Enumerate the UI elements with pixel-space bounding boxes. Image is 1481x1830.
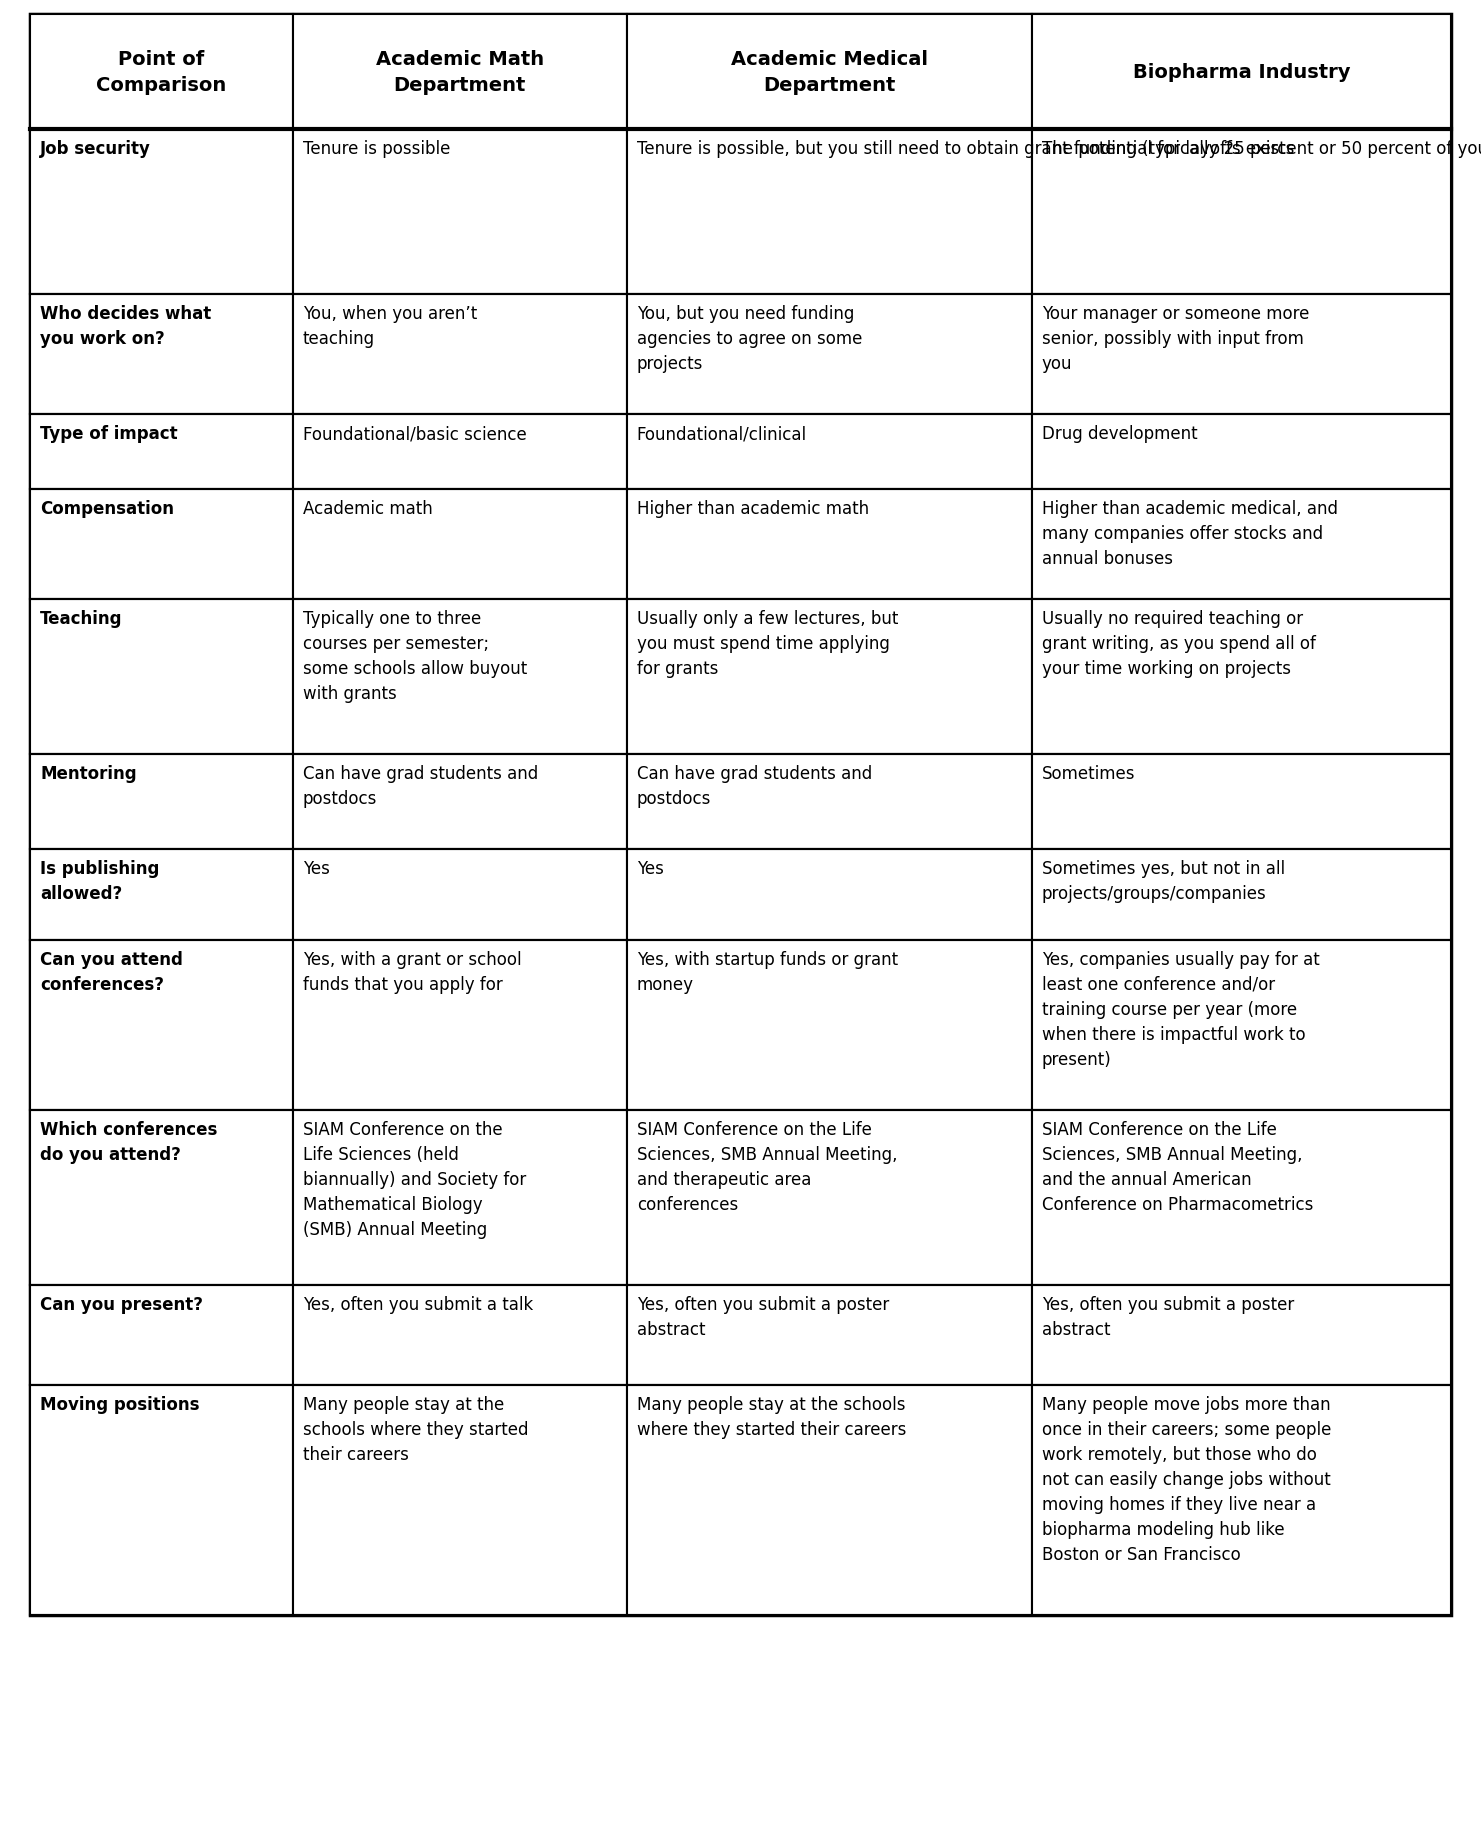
Bar [293,130,626,295]
Bar [1032,756,1451,849]
Text: Sometimes: Sometimes [1041,765,1136,783]
Bar [293,415,626,490]
Text: Foundational/clinical: Foundational/clinical [637,425,807,443]
Text: Teaching: Teaching [40,609,123,628]
Bar [30,1285,293,1385]
Text: SIAM Conference on the
Life Sciences (held
biannually) and Society for
Mathemati: SIAM Conference on the Life Sciences (he… [304,1120,526,1237]
Text: Sometimes yes, but not in all
projects/groups/companies: Sometimes yes, but not in all projects/g… [1041,860,1286,902]
Text: Many people stay at the
schools where they started
their careers: Many people stay at the schools where th… [304,1394,529,1462]
Text: Academic math: Academic math [304,500,432,518]
Text: Type of impact: Type of impact [40,425,178,443]
Bar [1032,941,1451,1111]
Text: SIAM Conference on the Life
Sciences, SMB Annual Meeting,
and the annual America: SIAM Conference on the Life Sciences, SM… [1041,1120,1314,1213]
Bar [626,756,1032,849]
Text: Compensation: Compensation [40,500,173,518]
Text: Can you attend
conferences?: Can you attend conferences? [40,950,182,994]
Text: Drug development: Drug development [1041,425,1198,443]
Bar [626,295,1032,415]
Text: Many people move jobs more than
once in their careers; some people
work remotely: Many people move jobs more than once in … [1041,1394,1331,1563]
Text: Yes, with a grant or school
funds that you apply for: Yes, with a grant or school funds that y… [304,950,521,994]
Text: Yes, often you submit a poster
abstract: Yes, often you submit a poster abstract [1041,1296,1294,1338]
Bar [30,1385,293,1616]
Bar [30,849,293,941]
Bar [1032,1285,1451,1385]
Bar [293,756,626,849]
Text: Academic Medical
Department: Academic Medical Department [730,49,927,95]
Text: Foundational/basic science: Foundational/basic science [304,425,527,443]
Bar [626,130,1032,295]
Bar [30,756,293,849]
Text: SIAM Conference on the Life
Sciences, SMB Annual Meeting,
and therapeutic area
c: SIAM Conference on the Life Sciences, SM… [637,1120,897,1213]
Text: Usually no required teaching or
grant writing, as you spend all of
your time wor: Usually no required teaching or grant wr… [1041,609,1315,677]
Text: Tenure is possible: Tenure is possible [304,141,450,157]
Text: Who decides what
you work on?: Who decides what you work on? [40,306,212,348]
Text: You, but you need funding
agencies to agree on some
projects: You, but you need funding agencies to ag… [637,306,862,373]
Bar [30,600,293,756]
Bar [293,941,626,1111]
Text: Yes: Yes [304,860,330,878]
Text: Which conferences
do you attend?: Which conferences do you attend? [40,1120,218,1164]
Bar [1032,295,1451,415]
Bar [1032,490,1451,600]
Text: Can have grad students and
postdocs: Can have grad students and postdocs [304,765,538,809]
Bar [293,1385,626,1616]
Bar [626,490,1032,600]
Text: Yes, with startup funds or grant
money: Yes, with startup funds or grant money [637,950,897,994]
Bar [293,600,626,756]
Text: Is publishing
allowed?: Is publishing allowed? [40,860,160,902]
Text: Yes, companies usually pay for at
least one conference and/or
training course pe: Yes, companies usually pay for at least … [1041,950,1320,1069]
Bar [293,1285,626,1385]
Bar [30,130,293,295]
Bar [30,490,293,600]
Bar [626,1285,1032,1385]
Text: Tenure is possible, but you still need to obtain grant funding (typically 25 per: Tenure is possible, but you still need t… [637,141,1481,157]
Text: Many people stay at the schools
where they started their careers: Many people stay at the schools where th… [637,1394,906,1438]
Bar [30,1111,293,1285]
Text: Moving positions: Moving positions [40,1394,200,1413]
Bar [30,15,1451,1616]
Bar [293,490,626,600]
Bar [1032,15,1451,130]
Bar [626,15,1032,130]
Bar [626,849,1032,941]
Text: Academic Math
Department: Academic Math Department [376,49,544,95]
Text: Typically one to three
courses per semester;
some schools allow buyout
with gran: Typically one to three courses per semes… [304,609,527,703]
Bar [1032,1385,1451,1616]
Bar [293,849,626,941]
Text: Usually only a few lectures, but
you must spend time applying
for grants: Usually only a few lectures, but you mus… [637,609,897,677]
Text: Can have grad students and
postdocs: Can have grad students and postdocs [637,765,872,809]
Text: Your manager or someone more
senior, possibly with input from
you: Your manager or someone more senior, pos… [1041,306,1309,373]
Text: Point of
Comparison: Point of Comparison [96,49,227,95]
Bar [1032,849,1451,941]
Bar [293,15,626,130]
Bar [30,295,293,415]
Text: Can you present?: Can you present? [40,1296,203,1312]
Text: Higher than academic math: Higher than academic math [637,500,869,518]
Bar [626,1385,1032,1616]
Bar [293,295,626,415]
Bar [626,941,1032,1111]
Bar [30,941,293,1111]
Text: Yes, often you submit a talk: Yes, often you submit a talk [304,1296,533,1312]
Text: You, when you aren’t
teaching: You, when you aren’t teaching [304,306,477,348]
Text: Job security: Job security [40,141,151,157]
Bar [626,415,1032,490]
Bar [1032,1111,1451,1285]
Bar [626,1111,1032,1285]
Bar [30,15,293,130]
Bar [1032,415,1451,490]
Bar [293,1111,626,1285]
Bar [30,415,293,490]
Bar [626,600,1032,756]
Text: Yes: Yes [637,860,663,878]
Text: The potential for layoffs exists: The potential for layoffs exists [1041,141,1294,157]
Bar [1032,130,1451,295]
Text: Yes, often you submit a poster
abstract: Yes, often you submit a poster abstract [637,1296,889,1338]
Text: Mentoring: Mentoring [40,765,136,783]
Text: Biopharma Industry: Biopharma Industry [1133,62,1351,82]
Text: Higher than academic medical, and
many companies offer stocks and
annual bonuses: Higher than academic medical, and many c… [1041,500,1337,567]
Bar [1032,600,1451,756]
